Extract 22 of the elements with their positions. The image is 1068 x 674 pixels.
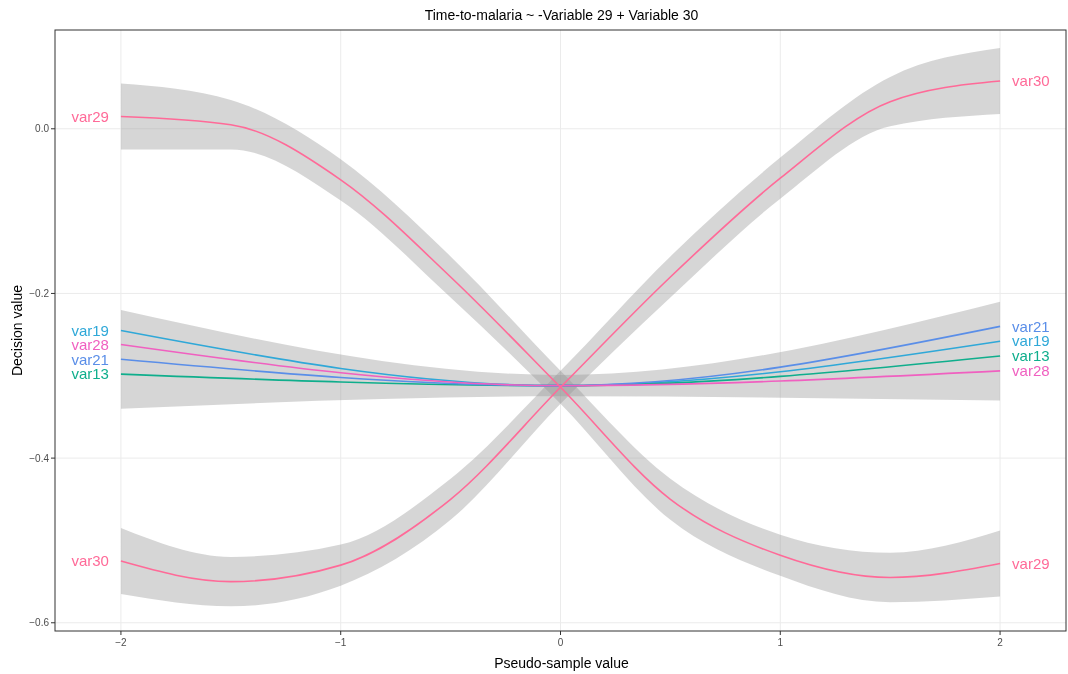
- y-tick-label: −0.2: [29, 287, 50, 299]
- y-tick-label: −0.4: [29, 452, 50, 464]
- x-tick-label: −2: [115, 637, 128, 648]
- series-label: var28: [1012, 362, 1050, 380]
- x-tick-label: 2: [997, 637, 1004, 648]
- series-label: var13: [1012, 347, 1050, 365]
- series-label: var29: [1012, 554, 1050, 572]
- series-label: var19: [1012, 332, 1050, 350]
- y-axis-title: Decision value: [9, 284, 25, 377]
- x-axis-title: Pseudo-sample value: [494, 655, 630, 671]
- x-tick-label: 1: [777, 637, 784, 648]
- text: var29: [71, 107, 109, 125]
- series-label: var21: [1012, 317, 1050, 335]
- x-tick-label: 0: [557, 637, 564, 648]
- y-tick-label: 0.0: [35, 123, 50, 135]
- y-tick-label: −0.6: [29, 617, 50, 629]
- text: var13: [71, 365, 109, 383]
- text: var30: [71, 552, 109, 570]
- chart-title: Time-to-malaria ~ -Variable 29 + Variable 30: [424, 7, 699, 23]
- x-tick-label: −1: [335, 637, 347, 648]
- text: var21: [71, 350, 109, 368]
- series-label: var30: [1012, 72, 1050, 90]
